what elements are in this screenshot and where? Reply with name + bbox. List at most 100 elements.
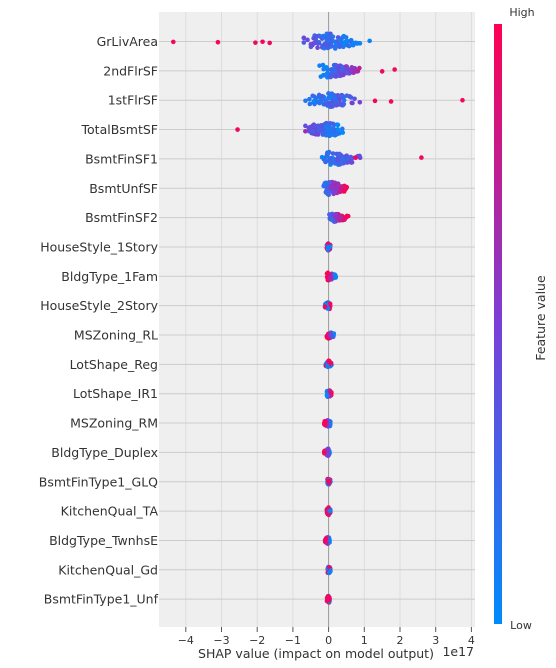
shap-point [345, 155, 350, 161]
shap-point [325, 363, 330, 369]
shap-point [357, 65, 362, 71]
shap-point [325, 151, 331, 157]
shap-point [338, 101, 344, 107]
feature-label: BldgType_1Fam [61, 269, 158, 284]
x-tick-label: −3 [213, 634, 229, 647]
shap-point [301, 40, 307, 45]
feature-label: LotShape_IR1 [73, 386, 158, 401]
shap-point [320, 127, 325, 133]
shap-point [341, 189, 347, 194]
shap-point [326, 595, 332, 600]
shap-point [303, 128, 308, 134]
colorbar-low-label: Low [510, 619, 532, 632]
shap-point [335, 122, 341, 128]
x-tick-label: 0 [325, 634, 332, 647]
shap-point [324, 124, 329, 130]
feature-label: KitchenQual_TA [61, 504, 159, 519]
shap-point [322, 304, 328, 309]
shap-point [388, 99, 394, 104]
x-offset-text: 1e17 [442, 644, 474, 659]
shap-point [357, 99, 363, 105]
shap-point [327, 388, 333, 394]
shap-point [339, 68, 344, 73]
shap-point [335, 127, 341, 132]
shap-point [337, 151, 342, 157]
shap-point [327, 508, 332, 514]
shap-point [326, 179, 332, 185]
shap-point [337, 96, 342, 102]
shap-point [333, 274, 339, 279]
feature-label: BsmtFinSF1 [85, 151, 158, 166]
shap-point [235, 127, 240, 132]
shap-point [321, 72, 326, 78]
shap-point [330, 217, 335, 223]
x-tick-label: 1 [361, 634, 368, 647]
shap-point [419, 155, 424, 160]
shap-point [325, 447, 330, 452]
shap-point [333, 74, 339, 79]
shap-point [320, 33, 326, 39]
shap-point [325, 70, 330, 76]
shap-point [339, 126, 345, 132]
shap-point [372, 98, 378, 104]
shap-point [310, 129, 316, 134]
shap-point [329, 67, 334, 72]
shap-point [253, 40, 258, 45]
shap-point [320, 62, 326, 68]
feature-label: MSZoning_RL [74, 328, 158, 343]
shap-point [267, 40, 272, 46]
shap-point [379, 69, 385, 74]
shap-point [322, 181, 328, 186]
shap-point [323, 132, 329, 138]
shap-point [328, 160, 334, 166]
shap-point [325, 451, 331, 457]
shap-point [352, 96, 357, 102]
feature-label: KitchenQual_Gd [58, 562, 158, 577]
feature-label: 1stFlrSF [108, 93, 158, 108]
shap-point [325, 35, 331, 41]
shap-point [341, 94, 346, 100]
shap-point [322, 450, 327, 456]
shap-point [349, 65, 355, 70]
shap-point [460, 97, 465, 103]
shap-point [326, 358, 331, 364]
shap-point [348, 95, 354, 100]
feature-label: BsmtUnfSF [89, 181, 158, 196]
colorbar-title: Feature value [533, 275, 548, 361]
shap-point [323, 102, 329, 107]
grid-lines [185, 12, 472, 627]
shap-point [355, 40, 360, 46]
feature-label: BldgType_Duplex [51, 445, 158, 460]
shap-point [330, 151, 336, 156]
shap-point [315, 99, 320, 105]
shap-point [329, 332, 334, 338]
feature-label: GrLivArea [97, 34, 158, 49]
shap-point [314, 34, 320, 39]
x-axis-label: SHAP value (impact on model output) [198, 646, 434, 661]
shap-point [345, 213, 351, 219]
shap-point [351, 70, 356, 76]
shap-point [317, 63, 322, 68]
shap-point [311, 98, 317, 104]
shap-point [315, 45, 320, 51]
shap-point [349, 100, 355, 106]
shap-point [351, 40, 357, 46]
shap-point [340, 184, 346, 190]
feature-label: BsmtFinSF2 [85, 210, 158, 225]
shap-point [339, 38, 344, 44]
shap-point [306, 125, 311, 131]
shap-point [326, 189, 331, 195]
shap-point [322, 422, 327, 427]
feature-labels: GrLivArea 2ndFlrSF 1stFlrSF TotalBsmtSF Bsmt… [39, 34, 159, 607]
feature-label: HouseStyle_2Story [40, 298, 158, 313]
shap-point [215, 39, 221, 45]
shap-point [325, 246, 331, 251]
shap-point [333, 189, 338, 195]
shap-point [341, 33, 347, 39]
feature-label: TotalBsmtSF [81, 122, 158, 137]
feature-label: 2ndFlrSF [103, 63, 158, 78]
shap-point [322, 538, 328, 543]
shap-point [307, 101, 313, 107]
shap-point [319, 122, 325, 128]
colorbar [494, 24, 502, 624]
